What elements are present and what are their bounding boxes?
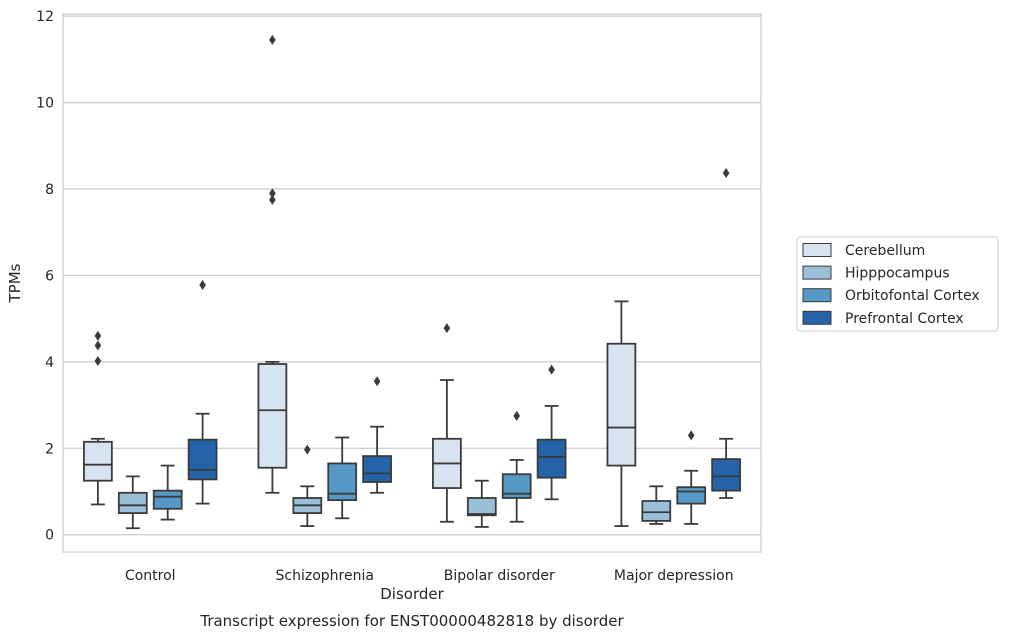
y-tick-label: 2 [45,441,54,457]
legend-swatch [802,243,832,257]
legend-label: Prefrontal Cortex [845,311,964,327]
plot-frame [62,13,762,553]
y-tick-label: 0 [45,528,54,544]
box-prefrontal-cortex [187,279,218,505]
box-iqr [501,473,532,499]
outlier-marker [722,168,730,179]
outlier-marker [548,364,555,375]
box-layer [83,34,741,530]
box-cerebellum [83,330,113,506]
y-tick-label: 6 [45,268,54,284]
box-iqr [362,455,392,483]
outlier-marker [373,376,381,387]
box-prefrontal-cortex [711,168,741,499]
outlier-marker [94,330,102,341]
box-iqr [711,458,741,492]
box-iqr [676,486,707,505]
outlier-marker [304,444,311,455]
y-tick-label: 10 [36,96,54,112]
box-hipppocampus [466,479,497,528]
legend-label: Orbitofontal Cortex [845,288,980,304]
box-iqr [152,489,183,510]
y-tick-label: 12 [36,9,54,25]
chart-title: Transcript expression for ENST0000048281… [199,612,624,630]
outlier-marker [269,188,276,199]
legend-swatch [802,265,832,280]
x-tick-label: Schizophrenia [276,568,374,584]
x-tick-label: Control [125,568,176,584]
box-prefrontal-cortex [362,376,392,494]
outlier-marker [94,340,102,351]
outlier-marker [199,279,206,290]
outlier-marker [94,355,102,366]
box-cerebellum [606,300,637,527]
legend-swatch [802,288,832,303]
box-iqr [257,363,288,469]
box-iqr [606,342,637,467]
x-tick-labels: Control Schizophrenia Bipolar disorder Majo… [125,568,734,584]
box-iqr [83,440,113,482]
box-hipppocampus [292,444,323,527]
outlier-marker [269,194,276,205]
box-iqr [327,462,358,502]
legend-frame [796,236,999,332]
box-hipppocampus [641,485,672,525]
box-iqr [641,500,672,522]
box-orbitofontal-cortex [152,464,183,521]
box-orbitofontal-cortex [327,436,358,520]
box-orbitofontal-cortex [501,410,532,523]
outlier-marker [269,34,276,45]
legend-label: Hipppocampus [845,266,950,282]
box-cerebellum [432,323,462,523]
box-hipppocampus [117,475,148,530]
grid-layer [63,15,761,536]
x-tick-label: Major depression [614,568,734,584]
box-iqr [187,438,218,481]
legend-label: Cerebellum [845,243,925,259]
outlier-marker [513,410,520,421]
y-tick-labels: 0 2 4 6 8 10 12 [36,9,54,544]
y-tick-label: 8 [45,182,54,198]
legend-swatch [802,310,832,325]
box-orbitofontal-cortex [676,430,707,525]
box-iqr [117,491,148,515]
box-iqr [466,497,497,517]
y-axis-label: TPMs [6,263,24,303]
box-iqr [536,438,567,479]
x-axis-label: Disorder [380,585,444,603]
y-tick-label: 4 [45,355,54,371]
box-cerebellum [257,34,288,494]
outlier-marker [443,323,451,334]
legend: Cerebellum Hipppocampus Orbitofontal Corte… [796,236,999,332]
box-prefrontal-cortex [536,364,567,501]
x-tick-label: Bipolar disorder [444,568,555,584]
outlier-marker [687,430,695,441]
